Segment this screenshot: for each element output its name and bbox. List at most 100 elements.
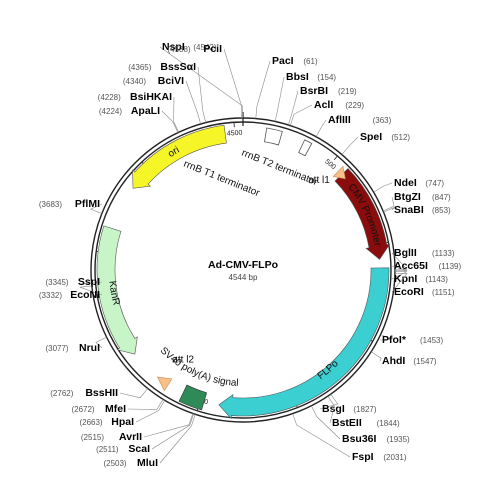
- enzyme-hpai[interactable]: HpaI: [111, 416, 134, 428]
- enzyme-bglii[interactable]: BglII: [394, 247, 417, 259]
- enzyme-leader-bsrbi: [288, 90, 299, 126]
- enzyme-position-hpai: (2663): [79, 418, 102, 427]
- enzyme-acli[interactable]: AclI: [314, 99, 333, 111]
- enzyme-position-pcii: (4538): [167, 45, 190, 54]
- enzyme-leader-ecori: [391, 272, 408, 293]
- enzyme-sspi[interactable]: SspI: [78, 276, 100, 288]
- enzyme-bsteii[interactable]: BstEII: [332, 417, 362, 429]
- enzyme-leader-ahdi: [370, 351, 382, 362]
- enzyme-leader-ndei: [373, 182, 393, 193]
- enzyme-btgzi[interactable]: BtgZI: [394, 191, 421, 203]
- enzyme-leader-spei: [341, 136, 359, 155]
- enzyme-bsihkai[interactable]: BsiHKAI: [130, 91, 172, 103]
- enzyme-econi[interactable]: EcoNI: [70, 289, 100, 301]
- plasmid-backbone: [90, 112, 396, 423]
- enzyme-ahdi[interactable]: AhdI: [382, 355, 405, 367]
- enzyme-pflmi[interactable]: PflMI: [75, 198, 100, 210]
- enzyme-position-bsihkai: (4228): [98, 93, 121, 102]
- feat-rrnb-t1-terminator-box: [264, 127, 283, 146]
- enzyme-position-scai: (2511): [96, 445, 119, 454]
- enzyme-position-pfoi: (1453): [420, 336, 443, 345]
- enzyme-bsrbi[interactable]: BsrBI: [300, 85, 328, 97]
- enzyme-position-acli: (229): [345, 101, 364, 110]
- enzyme-pfoi[interactable]: PfoI*: [382, 334, 407, 346]
- enzyme-position-bsss-i: (4365): [128, 63, 151, 72]
- enzyme-mfei[interactable]: MfeI: [105, 403, 126, 415]
- enzyme-position-bsshii: (2762): [50, 389, 73, 398]
- enzyme-leader-kpni: [391, 271, 408, 280]
- enzyme-scai[interactable]: ScaI: [128, 443, 150, 455]
- enzyme-leader-mlui: [159, 414, 196, 464]
- enzyme-position-pflmi: (3683): [39, 200, 62, 209]
- enzyme-snabi[interactable]: SnaBI: [394, 204, 424, 216]
- enzyme-position-bglii: (1133): [432, 249, 455, 258]
- enzyme-leader-bsu36i: [311, 405, 341, 440]
- enzyme-acc65i[interactable]: Acc65I: [394, 260, 428, 272]
- enzyme-position-bsrbi: (219): [338, 87, 357, 96]
- enzyme-position-mlui: (2503): [103, 459, 126, 468]
- enzyme-leader-avrii: [143, 413, 194, 438]
- enzyme-position-snabi: (853): [432, 206, 451, 215]
- enzyme-leader-bsteii: [327, 395, 335, 424]
- enzyme-nspi[interactable]: NspI: [162, 41, 185, 53]
- enzyme-bsshii[interactable]: BssHII: [85, 387, 118, 399]
- enzyme-sites-layer: NspI (4542) PacI (61) BbsI (154) BsrBI (219) Acl…: [39, 41, 462, 469]
- enzyme-position-ndei: (747): [425, 179, 444, 188]
- enzyme-position-avrii: (2515): [81, 433, 104, 442]
- enzyme-position-afliii: (363): [373, 116, 392, 125]
- enzyme-bcivi[interactable]: BciVI: [158, 75, 184, 87]
- enzyme-leader-mfei: [127, 399, 164, 410]
- enzyme-leader-fspi: [292, 413, 351, 458]
- feat-rrnb-t2-terminator-box: [298, 139, 313, 157]
- tick-mark: [333, 155, 338, 161]
- enzyme-position-bbsi: (154): [317, 73, 336, 82]
- enzyme-leader-bsgi: [319, 393, 339, 410]
- enzyme-leader-bcivi: [185, 80, 201, 125]
- enzyme-ecori[interactable]: EcoRI: [394, 286, 424, 298]
- enzyme-apali[interactable]: ApaLI: [131, 105, 160, 117]
- feat-att-l2-label: att l2: [172, 355, 194, 366]
- enzyme-afliii[interactable]: AflIII: [328, 114, 351, 126]
- enzyme-bbsi[interactable]: BbsI: [286, 71, 309, 83]
- enzyme-leader-scai: [151, 413, 194, 450]
- enzyme-bsss-i[interactable]: BssSαI: [160, 61, 196, 73]
- enzyme-bsu36i[interactable]: Bsu36I: [342, 433, 377, 445]
- enzyme-leader-bsss-i: [197, 66, 207, 123]
- enzyme-leader-nspi: [159, 46, 243, 119]
- enzyme-leader-pflmi: [89, 203, 103, 214]
- enzyme-leader-bsshii: [119, 388, 148, 399]
- enzyme-pcii[interactable]: PciI: [203, 43, 222, 55]
- enzyme-position-spei: (512): [391, 133, 410, 142]
- enzyme-position-bsu36i: (1935): [387, 435, 410, 444]
- feat-ori-arrow: [132, 124, 227, 189]
- enzyme-position-acc65i: (1139): [439, 262, 462, 271]
- feat-att-l2-arrow: [156, 376, 173, 392]
- enzyme-leader-sspi: [79, 281, 103, 285]
- enzyme-position-fspi: (2031): [383, 453, 406, 462]
- enzyme-position-sspi: (3345): [45, 278, 68, 287]
- enzyme-position-mfei: (2672): [71, 405, 94, 414]
- enzyme-position-nspi: (4542): [193, 43, 216, 52]
- enzyme-position-ahdi: (1547): [413, 357, 436, 366]
- enzyme-avrii[interactable]: AvrII: [119, 431, 142, 443]
- enzyme-position-nrui: (3077): [45, 344, 68, 353]
- enzyme-nrui[interactable]: NruI: [79, 342, 100, 354]
- enzyme-leader-acli: [290, 104, 313, 126]
- enzyme-leader-paci: [255, 60, 271, 119]
- enzyme-position-apali: (4224): [99, 107, 122, 116]
- enzyme-position-paci: (61): [303, 57, 318, 66]
- enzyme-leader-snabi: [383, 207, 395, 213]
- enzyme-fspi[interactable]: FspI: [352, 451, 374, 463]
- enzyme-spei[interactable]: SpeI: [360, 131, 382, 143]
- tick-label: 4500: [227, 130, 243, 138]
- plasmid-size: 4544 bp: [229, 273, 258, 282]
- enzyme-mlui[interactable]: MluI: [137, 457, 158, 469]
- enzyme-paci[interactable]: PacI: [272, 55, 294, 67]
- plasmid-name: Ad-CMV-FLPo: [208, 259, 278, 271]
- feat-att-l1-label: att l1: [308, 175, 330, 186]
- enzyme-ndei[interactable]: NdeI: [394, 177, 417, 189]
- enzyme-leader-acc65i: [391, 265, 408, 271]
- feat-kanr-arrow: [96, 225, 138, 355]
